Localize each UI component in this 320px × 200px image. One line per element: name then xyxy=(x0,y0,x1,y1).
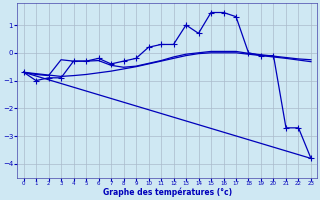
X-axis label: Graphe des températures (°c): Graphe des températures (°c) xyxy=(103,188,232,197)
